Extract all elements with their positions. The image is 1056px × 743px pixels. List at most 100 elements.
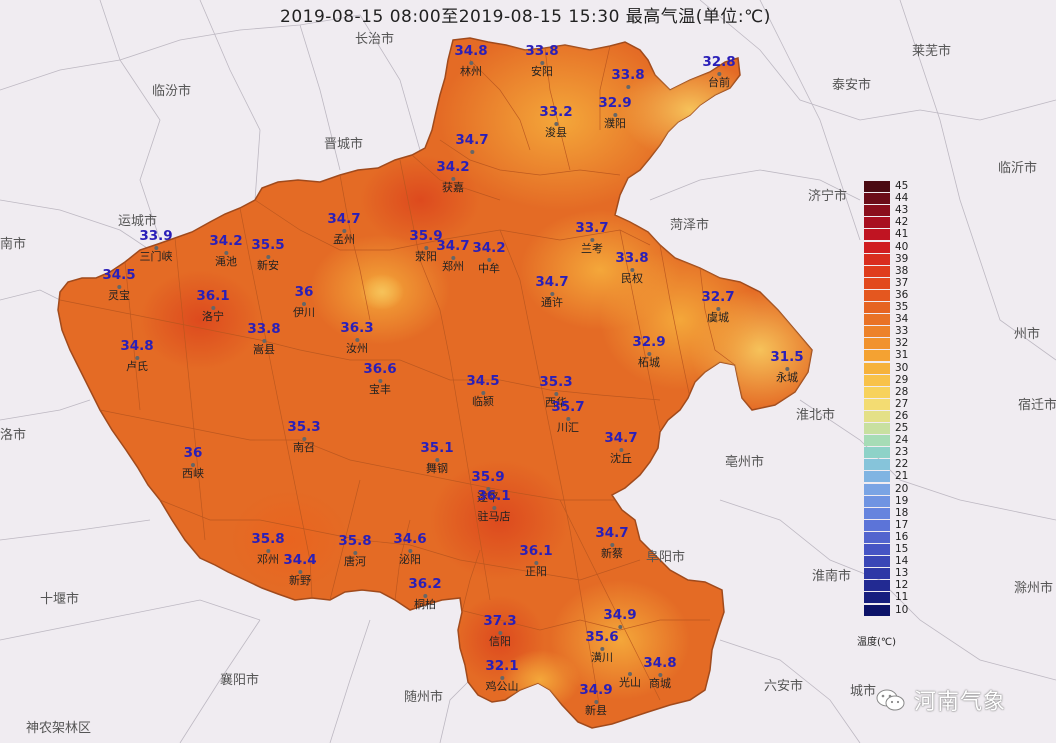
station-marker: 33.9 三门峡 — [139, 229, 172, 263]
station-dot — [647, 352, 651, 356]
station-name: 临颍 — [472, 395, 494, 408]
station-name: 中牟 — [478, 262, 500, 275]
station-marker: 33.8 安阳 — [525, 44, 558, 78]
legend-color-cell — [864, 217, 890, 229]
station-marker: 33.7 兰考 — [575, 221, 608, 255]
wechat-icon — [876, 689, 905, 711]
station-marker: 35.8 邓州 — [251, 532, 284, 566]
station-name: 新野 — [289, 574, 311, 587]
station-name: 伊川 — [293, 306, 315, 319]
station-temperature: 33.8 — [611, 67, 645, 83]
neighbor-city-label: 阜阳市 — [646, 550, 686, 565]
legend-color-cell — [864, 435, 890, 447]
station-dot — [550, 292, 554, 296]
legend-tick-label: 38 — [895, 264, 909, 277]
station-temperature: 34.8 — [643, 655, 677, 671]
watermark: 河南气象 — [876, 684, 1006, 716]
station-marker: 光山 — [619, 655, 641, 689]
station-temperature: 36.1 — [477, 488, 511, 504]
legend-tick-label: 22 — [895, 458, 909, 471]
station-name: 遂平 — [477, 491, 499, 504]
station-dot — [408, 549, 412, 553]
neighbor-city-label: 泰安市 — [832, 78, 872, 93]
legend-tick-label: 44 — [895, 192, 909, 205]
station-name: 邓州 — [257, 553, 279, 566]
station-dot — [498, 631, 502, 635]
legend-color-cell — [864, 556, 890, 568]
station-name: 川汇 — [557, 421, 579, 434]
station-name: 新县 — [585, 704, 607, 717]
station-name: 柘城 — [638, 356, 660, 369]
legend-tick-label: 27 — [895, 397, 909, 410]
station-dot — [600, 647, 604, 651]
station-dot — [566, 417, 570, 421]
neighbor-city-label: 淮北市 — [796, 408, 836, 423]
station-dot — [224, 251, 228, 255]
station-dot — [500, 676, 504, 680]
station-name: 林州 — [460, 65, 482, 78]
station-marker: 35.5 新安 — [251, 238, 284, 272]
station-temperature: 37.3 — [483, 613, 517, 629]
station-marker: 33.8 — [611, 67, 645, 90]
station-dot — [470, 150, 474, 154]
station-name: 荥阳 — [415, 250, 437, 263]
station-temperature: 35.5 — [251, 237, 285, 253]
neighbor-city-label: 十堰市 — [40, 592, 80, 607]
station-temperature: 32.1 — [485, 658, 519, 674]
station-name: 浚县 — [545, 126, 567, 139]
neighbor-city-label: 洛市 — [0, 428, 27, 443]
legend-tick-label: 11 — [895, 591, 909, 604]
legend-tick-label: 29 — [895, 373, 909, 386]
station-name: 西峡 — [182, 467, 204, 480]
station-temperature: 35.8 — [251, 531, 285, 547]
legend-color-cell — [864, 592, 890, 604]
station-name: 鸡公山 — [485, 680, 519, 693]
legend-tick-label: 43 — [895, 204, 909, 217]
station-dot — [716, 307, 720, 311]
legend-color-cell — [864, 265, 890, 277]
station-dot — [117, 285, 121, 289]
station-marker: 36.6 宝丰 — [363, 362, 396, 396]
station-dot — [590, 238, 594, 242]
station-dot — [619, 448, 623, 452]
station-name: 宝丰 — [369, 383, 391, 396]
station-dot — [424, 246, 428, 250]
legend-color-cell — [864, 338, 890, 350]
station-temperature: 33.8 — [247, 321, 281, 337]
station-dot — [492, 506, 496, 510]
neighbor-city-label: 六安市 — [764, 679, 804, 694]
station-name: 南召 — [293, 441, 315, 454]
station-dot — [554, 122, 558, 126]
station-marker: 32.9 柘城 — [632, 335, 665, 369]
legend-color-cell — [864, 350, 890, 362]
station-marker: 35.6 潢川 — [585, 630, 618, 664]
station-dot — [534, 561, 538, 565]
legend-tick-label: 36 — [895, 288, 909, 301]
station-temperature: 33.8 — [615, 250, 649, 266]
station-marker: 34.2 获嘉 — [436, 160, 469, 194]
station-marker: 35.8 唐河 — [338, 534, 371, 568]
station-name: 新蔡 — [601, 547, 623, 560]
station-marker: 31.5 永城 — [770, 350, 803, 384]
station-name: 桐柏 — [414, 598, 436, 611]
station-name: 灵宝 — [108, 289, 130, 302]
station-name: 商城 — [649, 677, 671, 690]
legend-tick-label: 45 — [895, 180, 909, 192]
legend-tick-label: 42 — [895, 216, 909, 229]
station-dot — [298, 570, 302, 574]
station-name: 民权 — [621, 272, 643, 285]
station-dot — [435, 458, 439, 462]
legend-color-cell — [864, 229, 890, 241]
station-name: 获嘉 — [442, 181, 464, 194]
neighbor-city-label: 临沂市 — [998, 161, 1038, 176]
legend-tick-label: 32 — [895, 337, 909, 350]
station-marker: 36 西峡 — [182, 446, 204, 480]
legend-title: 温度(℃) — [857, 637, 897, 648]
station-temperature: 34.8 — [454, 43, 488, 59]
legend-tick-label: 28 — [895, 385, 909, 398]
legend-color-cell — [864, 495, 890, 507]
station-dot — [302, 302, 306, 306]
station-temperature: 36.3 — [340, 320, 374, 336]
station-dot — [717, 72, 721, 76]
